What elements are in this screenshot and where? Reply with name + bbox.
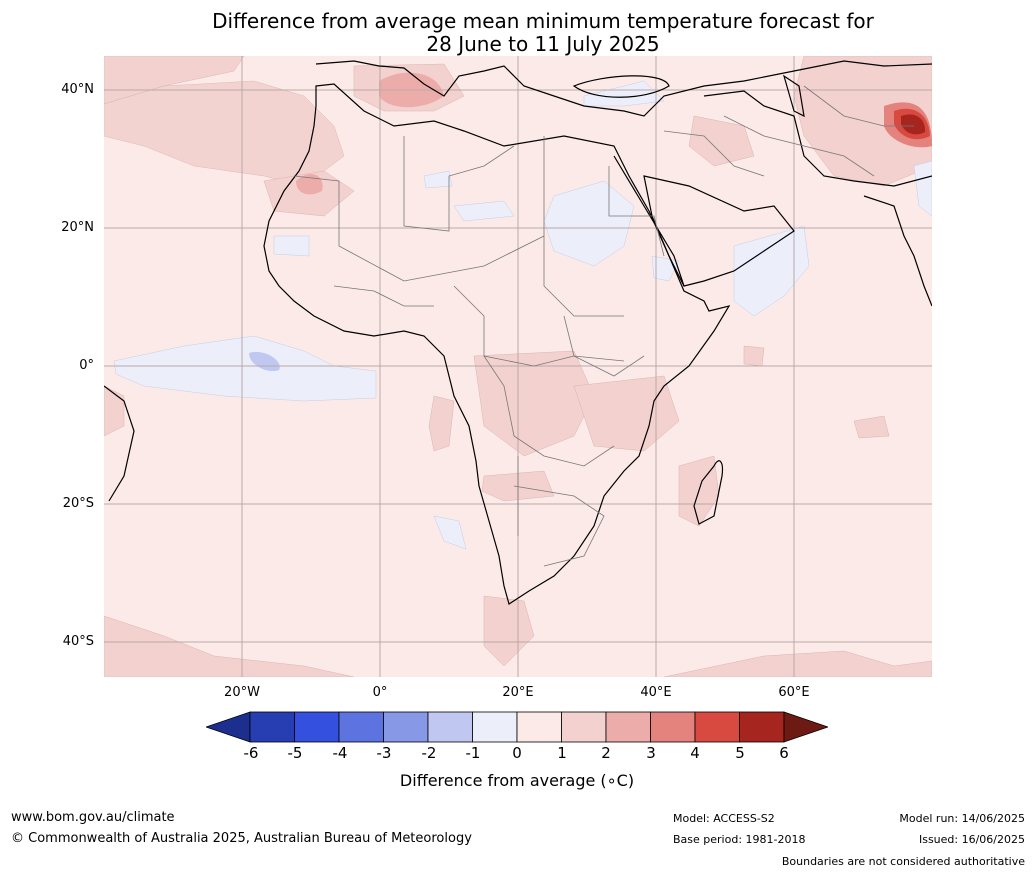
colorbar-segment <box>739 711 785 743</box>
coastlines <box>104 60 932 605</box>
colorbar-extend-low <box>206 711 251 743</box>
colorbar-tick: 4 <box>690 744 700 762</box>
lat-label-0: 0° <box>79 358 94 373</box>
colorbar-tick: -4 <box>332 744 348 762</box>
issued-date: Issued: 16/06/2025 <box>918 833 1025 846</box>
colorbar-tick: 6 <box>779 744 789 762</box>
colorbar-segment <box>650 711 696 743</box>
colorbar <box>206 711 828 743</box>
lon-label-40e: 40°E <box>640 685 672 700</box>
colorbar-tick: -5 <box>287 744 303 762</box>
lat-label-20s: 20°S <box>62 496 94 511</box>
colorbar-tick: 5 <box>735 744 745 762</box>
colorbar-extend-high <box>783 711 828 743</box>
model-run-date: Model run: 14/06/2025 <box>899 812 1025 825</box>
title-line-1: Difference from average mean minimum tem… <box>212 9 874 33</box>
colorbar-segment <box>427 711 473 743</box>
lon-label-0: 0° <box>372 685 388 700</box>
colorbar-segment <box>338 711 384 743</box>
lon-label-20e: 20°E <box>502 685 534 700</box>
lat-label-40n: 40°N <box>61 82 94 97</box>
anomaly-neg-regions <box>113 80 932 550</box>
colorbar-tick: -2 <box>421 744 437 762</box>
graticule <box>104 56 932 677</box>
colorbar-tick: 3 <box>646 744 656 762</box>
lon-label-20w: 20°W <box>224 685 260 700</box>
anomaly-5-6-asia <box>901 114 926 135</box>
map-title: Difference from average mean minimum tem… <box>104 10 982 56</box>
colorbar-segment <box>383 711 429 743</box>
colorbar-segment <box>605 711 651 743</box>
colorbar-segment <box>516 711 562 743</box>
colorbar-tick: -6 <box>243 744 259 762</box>
colorbar-segment <box>294 711 340 743</box>
model-name: Model: ACCESS-S2 <box>673 812 775 825</box>
forecast-map <box>104 56 932 677</box>
colorbar-tick: 1 <box>557 744 567 762</box>
colorbar-tick: 0 <box>512 744 522 762</box>
colorbar-label: Difference from average (∘C) <box>399 771 635 790</box>
anomaly-1-2-regions <box>104 56 932 677</box>
map-svg <box>104 56 932 677</box>
anomaly-2-3-morocco <box>296 173 323 195</box>
website-link[interactable]: www.bom.gov.au/climate <box>11 810 175 825</box>
colorbar-segment <box>561 711 607 743</box>
colorbar-tick: -3 <box>376 744 392 762</box>
colorbar-segment <box>694 711 740 743</box>
colorbar-tick: 2 <box>601 744 611 762</box>
boundaries-disclaimer: Boundaries are not considered authoritat… <box>781 855 1025 868</box>
colorbar-segment <box>472 711 518 743</box>
base-period: Base period: 1981-2018 <box>673 833 806 846</box>
colorbar-tick: -1 <box>465 744 481 762</box>
lon-label-60e: 60°E <box>778 685 810 700</box>
lat-label-20n: 20°N <box>61 220 94 235</box>
copyright-text: © Commonwealth of Australia 2025, Austra… <box>11 831 472 846</box>
country-borders <box>293 85 914 567</box>
lat-label-40s: 40°S <box>62 634 94 649</box>
colorbar-segment <box>249 711 295 743</box>
title-line-2: 28 June to 11 July 2025 <box>426 32 660 56</box>
